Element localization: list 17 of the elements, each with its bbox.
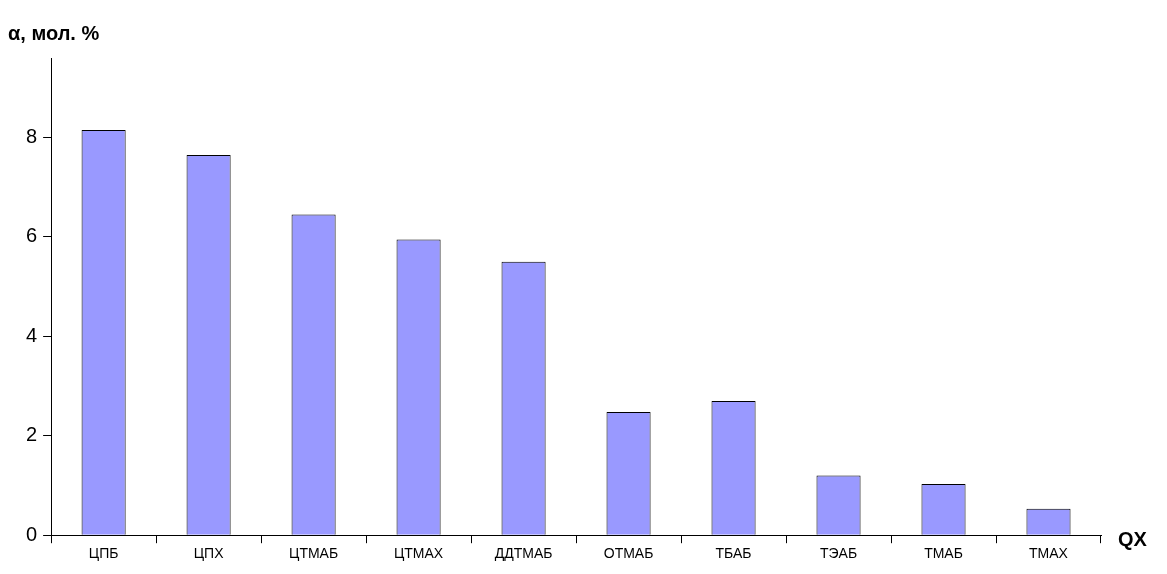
y-tick-label: 8 <box>26 125 38 148</box>
x-tick-label: ЦПХ <box>193 545 225 562</box>
x-tick-label: ЦТМАХ <box>393 545 444 562</box>
y-tick-label: 4 <box>26 323 38 346</box>
x-tick-label: ОТМАБ <box>603 545 654 562</box>
x-tick-label: ТМАХ <box>1029 545 1069 562</box>
y-tick-label: 2 <box>26 423 38 446</box>
x-tick-label: ТЭАБ <box>819 545 858 562</box>
x-tick-label: ЦТМАБ <box>289 545 339 562</box>
x-tick-label: ДДТМАБ <box>494 545 553 562</box>
y-axis-title: α, мол. % <box>8 22 100 45</box>
x-tick-label: ЦПБ <box>88 545 119 562</box>
y-tick-label: 6 <box>26 224 38 247</box>
x-tick-label: ТМАБ <box>924 545 963 562</box>
x-axis-title: QX <box>1118 528 1147 551</box>
x-tick-label: ТБАБ <box>715 545 752 562</box>
y-tick-label: 0 <box>26 522 38 545</box>
